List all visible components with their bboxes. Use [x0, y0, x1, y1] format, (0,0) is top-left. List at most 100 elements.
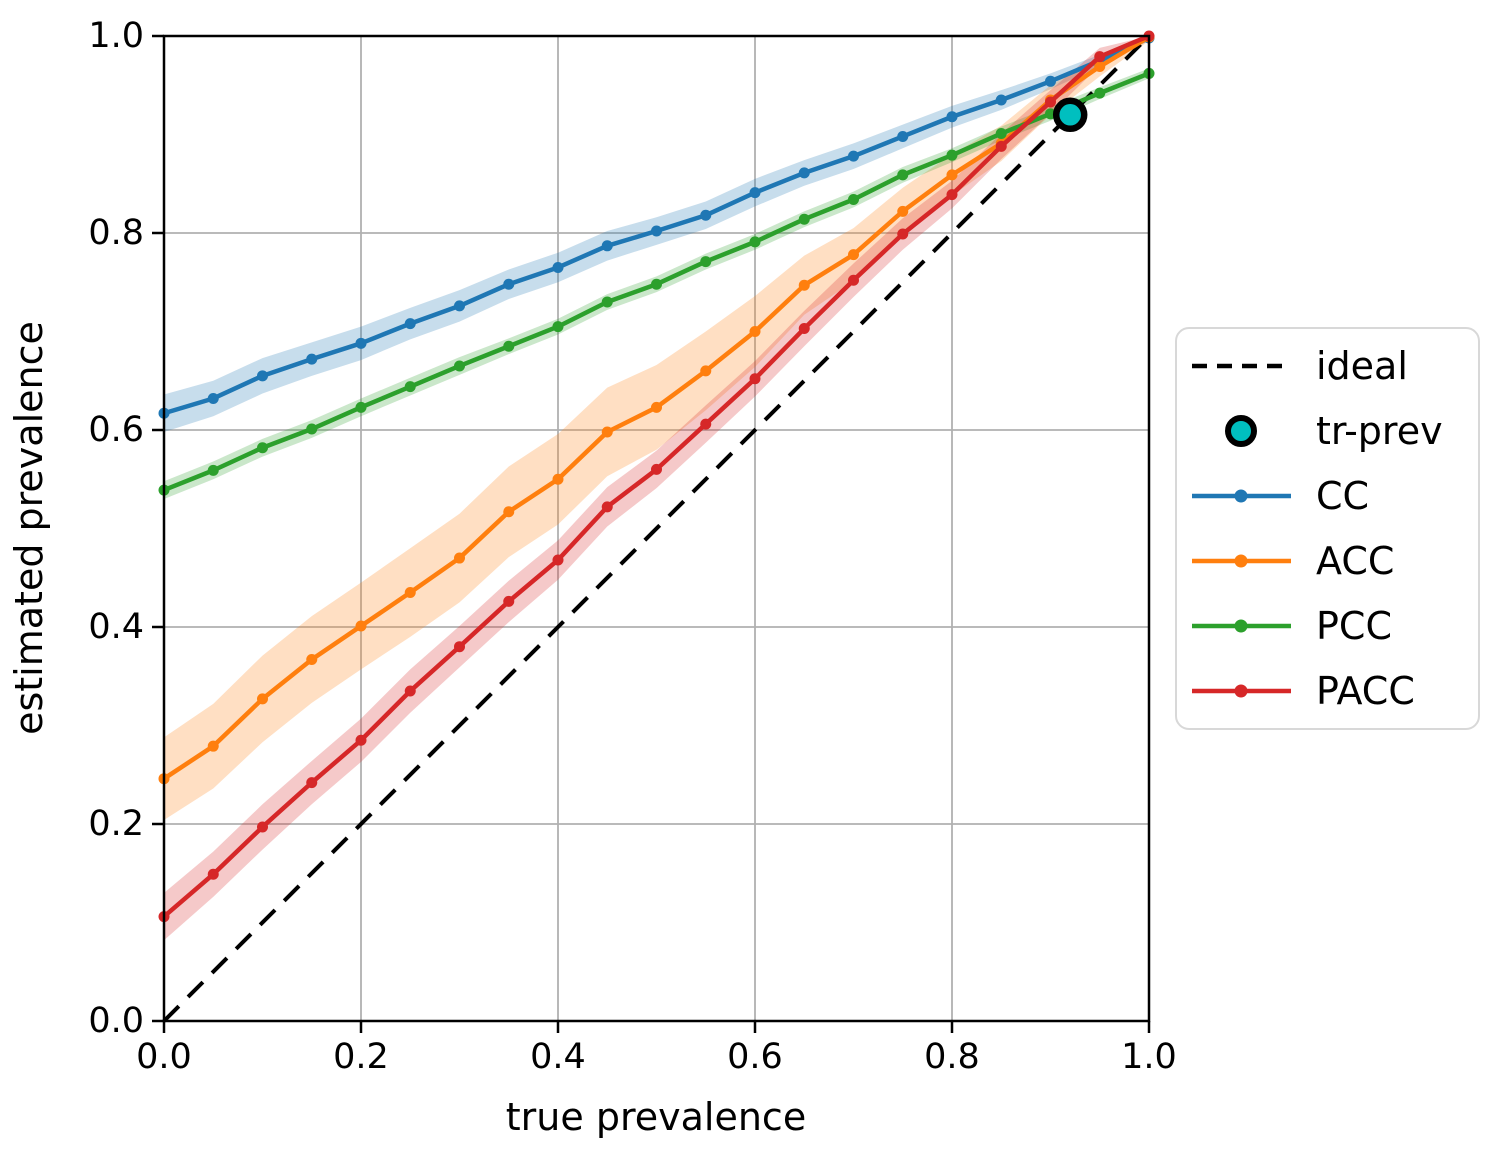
series-point-ACC: [798, 279, 810, 291]
legend: ideal tr-prev CC ACC PCC PACC: [1175, 327, 1480, 730]
series-point-PCC: [503, 340, 515, 352]
series-point-CC: [798, 167, 810, 179]
legend-sample-line-icon: [1192, 684, 1291, 698]
legend-line-marker-icon: [1234, 489, 1248, 503]
series-band-PACC: [164, 36, 1149, 941]
series-point-CC: [355, 337, 367, 349]
series-point-PCC: [257, 442, 268, 454]
series-point-PCC: [454, 360, 465, 372]
x-tick-label: 0.6: [727, 1037, 783, 1077]
y-tick-label: 0.4: [88, 607, 144, 647]
legend-line-marker-icon: [1234, 619, 1248, 633]
tick-labels: 0.0 0.2 0.4 0.6 0.8 1.0 0.0 0.2 0.4 0.6 0.8 1.0: [88, 16, 1177, 1077]
series-point-PACC: [897, 228, 909, 240]
series-point-ACC: [454, 552, 465, 564]
series-point-PACC: [749, 373, 761, 385]
series-point-CC: [257, 370, 268, 382]
series-point-CC: [503, 278, 515, 290]
legend-sample-dashed-icon: [1192, 363, 1291, 369]
series-point-PACC: [306, 777, 318, 789]
series-point-PACC: [848, 274, 859, 286]
series-point-CC: [1045, 75, 1056, 87]
series-point-PACC: [601, 501, 613, 513]
series-point-CC: [700, 209, 712, 221]
series-point-PACC: [1094, 51, 1106, 63]
legend-item-PCC: PCC: [1177, 594, 1478, 659]
series-point-ACC: [651, 401, 662, 413]
series-point-PACC: [1045, 96, 1056, 108]
series-point-PCC: [601, 296, 613, 308]
series-point-PCC: [700, 256, 712, 268]
series-point-PACC: [946, 189, 958, 201]
series-point-PCC: [552, 321, 564, 333]
series-point-PACC: [552, 554, 564, 566]
x-tick-label: 0.8: [924, 1037, 980, 1077]
legend-item-CC: CC: [1177, 464, 1478, 529]
series-point-ACC: [552, 473, 564, 485]
series-point-PACC: [798, 323, 810, 335]
series-point-PACC: [995, 140, 1007, 152]
y-tick-label: 0.6: [88, 410, 144, 450]
legend-circle-marker-icon: [1225, 415, 1257, 447]
legend-line-marker-icon: [1234, 554, 1248, 568]
legend-label: ideal: [1316, 344, 1408, 388]
series-point-ACC: [749, 326, 761, 337]
legend-label: CC: [1316, 474, 1370, 518]
series-point-ACC: [207, 740, 219, 752]
y-tick-label: 0.8: [88, 213, 144, 253]
legend-line-marker-icon: [1234, 684, 1248, 698]
series-point-ACC: [601, 426, 613, 438]
y-tick-label: 1.0: [88, 16, 144, 56]
series-point-PACC: [700, 418, 712, 430]
series-point-CC: [552, 261, 564, 273]
series-point-PACC: [257, 821, 268, 833]
series-point-PCC: [355, 401, 367, 413]
series-point-PCC: [946, 149, 958, 161]
series-point-PCC: [1094, 87, 1106, 99]
series-lines: [158, 30, 1155, 923]
series-point-CC: [404, 318, 416, 330]
x-axis-label: true prevalence: [506, 1095, 806, 1139]
series-point-PACC: [404, 685, 416, 697]
tr-prev-marker: [1052, 97, 1088, 133]
confidence-bands: [164, 36, 1149, 941]
series-point-CC: [651, 225, 662, 237]
series-point-PCC: [798, 213, 810, 225]
ideal-line: [162, 34, 1151, 1023]
x-tick-label: 0.0: [136, 1037, 192, 1077]
series-point-CC: [749, 187, 761, 199]
y-axis-label: estimated prevalence: [7, 321, 51, 735]
series-point-CC: [306, 353, 318, 365]
series-point-ACC: [404, 587, 416, 599]
series-point-ACC: [848, 249, 859, 261]
legend-sample-marker-icon: [1225, 415, 1257, 447]
series-point-CC: [454, 300, 465, 312]
x-tick-label: 1.0: [1121, 1037, 1177, 1077]
x-tick-label: 0.2: [333, 1037, 389, 1077]
legend-sample-line-icon: [1192, 619, 1291, 633]
series-point-CC: [897, 130, 909, 142]
series-point-ACC: [306, 654, 318, 666]
legend-sample-line-icon: [1192, 554, 1291, 568]
series-point-ACC: [503, 506, 515, 518]
series-point-PCC: [848, 194, 859, 206]
axes-spines-ticks: [152, 34, 1151, 1033]
series-point-ACC: [946, 169, 958, 181]
series-point-CC: [946, 111, 958, 123]
ideal-dashed-line: [162, 34, 1151, 1023]
series-point-PACC: [207, 868, 219, 880]
plot-border: [162, 34, 1151, 1023]
y-tick-label: 0.0: [88, 1001, 144, 1041]
series-point-ACC: [700, 365, 712, 377]
legend-item-PACC: PACC: [1177, 659, 1478, 724]
legend-label: PCC: [1316, 604, 1392, 648]
legend-label: ACC: [1316, 539, 1395, 583]
series-point-PACC: [651, 463, 662, 475]
series-point-PCC: [995, 128, 1007, 140]
legend-item-ideal: ideal: [1177, 334, 1478, 399]
series-point-PCC: [207, 464, 219, 476]
legend-sample-line-icon: [1192, 489, 1291, 503]
legend-label: PACC: [1316, 669, 1415, 713]
